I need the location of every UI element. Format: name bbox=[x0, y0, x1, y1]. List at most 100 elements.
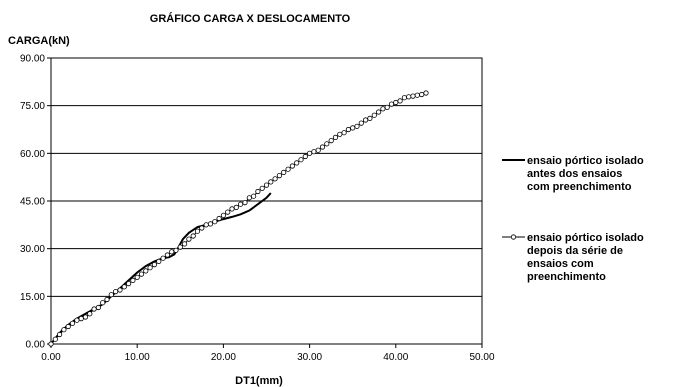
data-point bbox=[164, 252, 170, 258]
data-point bbox=[315, 147, 321, 153]
legend-entry-2: ensaio pórtico isolado depois da série de… bbox=[527, 232, 644, 283]
data-point bbox=[324, 141, 330, 147]
data-point bbox=[358, 120, 364, 126]
x-axis-ticks: 0.00 10.00 20.00 30.00 40.00 50.00 bbox=[41, 344, 495, 363]
data-point bbox=[332, 134, 339, 140]
series-layer bbox=[48, 90, 429, 347]
data-point bbox=[371, 112, 377, 118]
data-point bbox=[143, 268, 149, 274]
y-tick-label: 45.00 bbox=[20, 197, 45, 208]
data-point bbox=[306, 150, 313, 156]
data-point bbox=[216, 215, 222, 222]
data-point bbox=[419, 91, 425, 98]
data-point bbox=[186, 236, 192, 242]
data-point bbox=[251, 193, 257, 199]
data-point bbox=[190, 233, 196, 239]
data-point bbox=[401, 95, 407, 101]
data-point bbox=[130, 277, 136, 283]
data-point bbox=[117, 287, 123, 293]
data-point bbox=[375, 109, 382, 115]
data-point bbox=[259, 185, 265, 191]
legend-marker-2 bbox=[510, 234, 517, 240]
data-point bbox=[233, 204, 239, 210]
x-tick-label: 40.00 bbox=[383, 352, 408, 363]
data-point bbox=[238, 201, 244, 207]
y-axis-ticks: 0.00 15.00 30.00 45.00 60.00 75.00 90.00 bbox=[20, 54, 51, 351]
data-point bbox=[182, 241, 188, 247]
data-point bbox=[367, 115, 373, 122]
data-point bbox=[169, 249, 175, 255]
data-point bbox=[52, 336, 58, 342]
data-point bbox=[138, 271, 145, 277]
data-point bbox=[410, 93, 416, 99]
legend-text-line: ensaio pórtico isolado bbox=[527, 155, 644, 167]
data-point bbox=[242, 200, 248, 206]
data-point bbox=[48, 341, 54, 347]
series-line-2 bbox=[50, 92, 427, 345]
data-point bbox=[281, 169, 287, 175]
data-point bbox=[203, 222, 209, 228]
legend-text-line: ensaios com bbox=[527, 258, 594, 270]
legend-text-line: depois da série de bbox=[527, 245, 623, 257]
data-point bbox=[82, 314, 89, 320]
data-point bbox=[263, 182, 270, 188]
data-point bbox=[311, 149, 317, 155]
data-point bbox=[341, 130, 347, 136]
legend-text-line: preenchimento bbox=[527, 271, 606, 283]
data-point bbox=[289, 163, 295, 169]
data-point bbox=[397, 98, 403, 104]
data-point bbox=[134, 274, 140, 280]
x-tick-label: 50.00 bbox=[469, 352, 494, 363]
legend-text-line: com preenchimento bbox=[527, 181, 632, 193]
data-point bbox=[345, 126, 351, 133]
y-tick-label: 30.00 bbox=[20, 244, 45, 255]
x-tick-label: 0.00 bbox=[41, 352, 61, 363]
data-point bbox=[272, 176, 278, 182]
data-point bbox=[319, 144, 326, 150]
data-point bbox=[268, 179, 274, 185]
data-point bbox=[173, 247, 179, 253]
data-point bbox=[126, 280, 132, 287]
y-tick-label: 15.00 bbox=[20, 292, 45, 303]
data-point bbox=[350, 125, 356, 131]
data-point bbox=[194, 228, 201, 234]
data-point bbox=[207, 221, 214, 227]
data-point bbox=[354, 123, 360, 129]
gridlines bbox=[51, 105, 482, 297]
legend-entry-1: ensaio pórtico isolado antes dos ensaios c… bbox=[527, 155, 644, 193]
data-point bbox=[388, 101, 395, 107]
data-point bbox=[100, 300, 106, 306]
data-point bbox=[91, 306, 97, 312]
data-point bbox=[147, 265, 153, 271]
chart-title: GRÁFICO CARGA X DESLOCAMENTO bbox=[150, 12, 351, 25]
data-point bbox=[302, 153, 308, 160]
y-tick-label: 0.00 bbox=[26, 340, 46, 351]
y-tick-label: 75.00 bbox=[20, 101, 45, 112]
data-point bbox=[328, 138, 334, 144]
y-axis-label: CARGA(kN) bbox=[8, 35, 70, 47]
data-point bbox=[61, 327, 67, 333]
data-point bbox=[78, 315, 84, 322]
data-point bbox=[220, 212, 226, 218]
series-line-1 bbox=[50, 192, 272, 345]
data-point bbox=[229, 206, 235, 212]
data-point bbox=[225, 209, 231, 215]
data-point bbox=[151, 261, 157, 268]
data-point bbox=[380, 106, 386, 112]
x-tick-label: 30.00 bbox=[297, 352, 322, 363]
data-point bbox=[406, 94, 412, 100]
data-point bbox=[113, 288, 119, 295]
data-point bbox=[246, 195, 252, 201]
data-point bbox=[294, 160, 300, 166]
data-point bbox=[87, 311, 93, 317]
data-point bbox=[212, 219, 218, 225]
data-point bbox=[56, 331, 63, 338]
legend: ensaio pórtico isolado antes dos ensaios c… bbox=[502, 155, 644, 283]
data-point bbox=[108, 292, 114, 298]
data-point bbox=[255, 188, 261, 195]
data-point bbox=[298, 157, 304, 163]
data-point bbox=[121, 284, 127, 290]
data-point bbox=[362, 117, 369, 123]
data-point bbox=[95, 304, 102, 311]
